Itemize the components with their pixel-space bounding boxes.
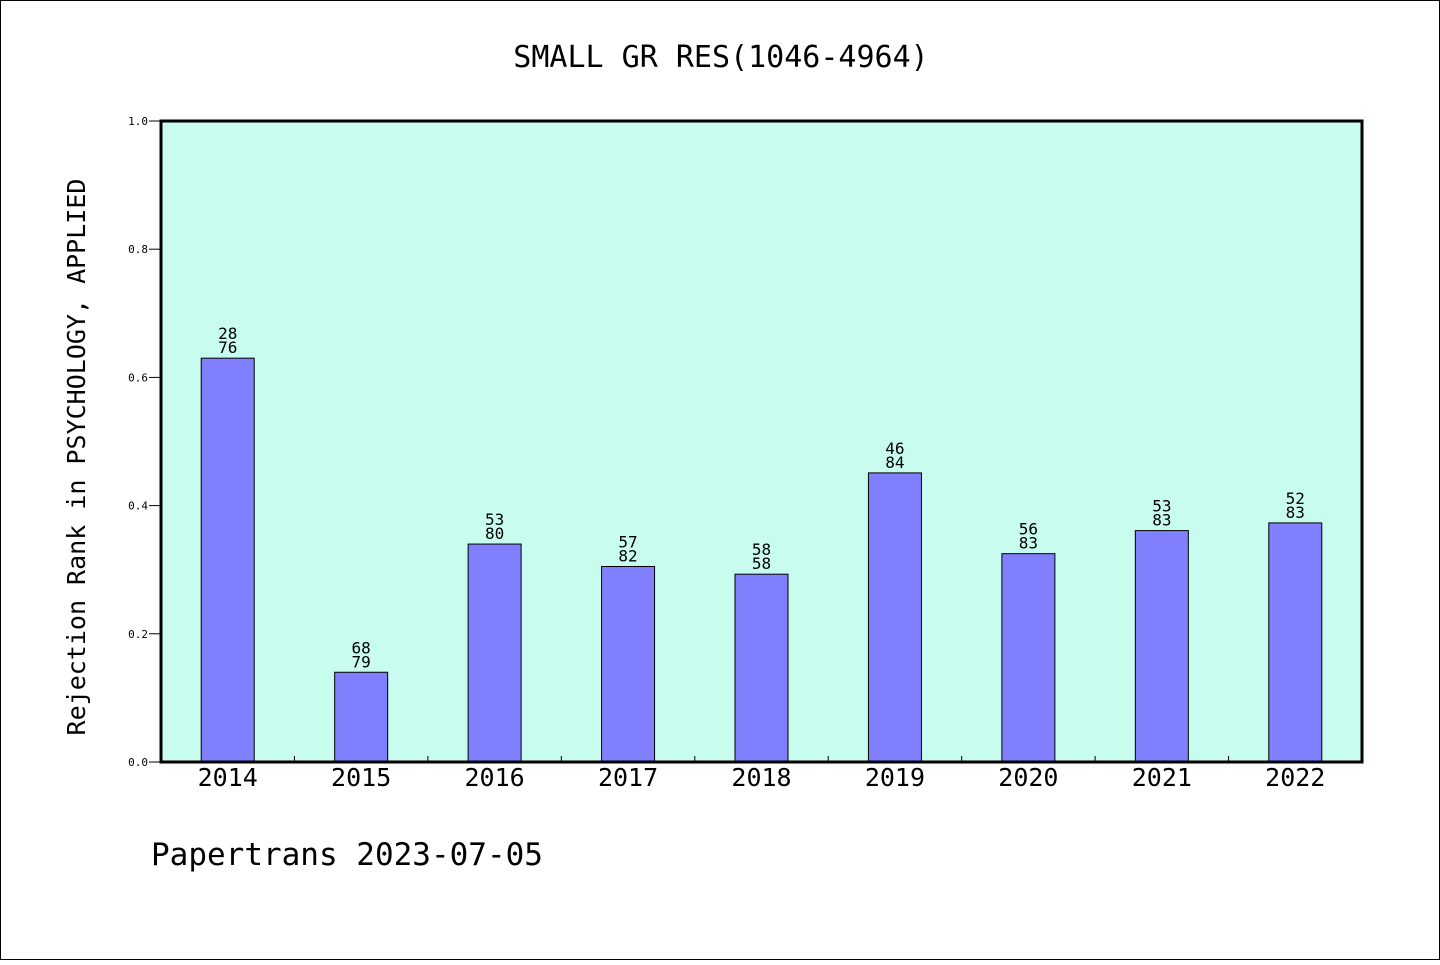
- bar-label-bottom: 84: [885, 453, 904, 472]
- x-tick-label: 2019: [865, 763, 925, 792]
- bar-label-top: 53: [485, 510, 504, 529]
- bar-label-bottom: 83: [1286, 503, 1305, 522]
- x-tick-label: 2014: [198, 763, 258, 792]
- bar: [467, 543, 522, 763]
- bar: [601, 565, 656, 763]
- bar: [334, 671, 389, 763]
- y-tick-label: 0.0: [128, 756, 148, 769]
- bar: [1268, 522, 1323, 763]
- bar-label-bottom: 79: [352, 652, 371, 671]
- bar-label-bottom: 76: [218, 338, 237, 357]
- bar-label-bottom: 82: [618, 546, 637, 565]
- bar-series: [200, 357, 1323, 763]
- bar: [867, 472, 922, 763]
- bar-label-bottom: 83: [1019, 534, 1038, 553]
- x-tick-label: 2017: [598, 763, 658, 792]
- bar-label-top: 58: [752, 540, 771, 559]
- bar: [734, 573, 789, 763]
- bar: [200, 357, 255, 763]
- bar: [1001, 553, 1056, 763]
- x-tick-label: 2020: [998, 763, 1058, 792]
- bar-label-bottom: 83: [1152, 511, 1171, 530]
- y-tick-label: 1.0: [128, 115, 148, 128]
- bar-label-bottom: 58: [752, 554, 771, 573]
- bar-label-top: 52: [1286, 489, 1305, 508]
- y-tick-label: 0.4: [128, 500, 148, 513]
- x-axis: 2014 2015 2016 2017 2018 2019 2020 2021 2022: [198, 756, 1325, 792]
- x-tick-label: 2018: [731, 763, 791, 792]
- x-tick-label: 2016: [465, 763, 525, 792]
- bar-label-top: 53: [1152, 497, 1171, 516]
- bar-label-top: 68: [352, 638, 371, 657]
- y-axis: 0.0 0.2 0.4 0.6 0.8 1.0: [128, 115, 161, 769]
- y-tick-label: 0.6: [128, 371, 148, 384]
- bar: [1134, 530, 1189, 763]
- x-tick-label: 2021: [1132, 763, 1192, 792]
- bar-label-top: 57: [618, 532, 637, 551]
- footer-text: Papertrans 2023-07-05: [151, 837, 543, 873]
- bar-label-top: 46: [885, 439, 904, 458]
- y-tick-label: 0.8: [128, 243, 148, 256]
- bar-label-top: 28: [218, 324, 237, 343]
- y-axis-label: Rejection Rank in PSYCHOLOGY, APPLIED: [62, 179, 91, 736]
- x-tick-label: 2015: [331, 763, 391, 792]
- plot-frame: [159, 119, 1364, 764]
- bar-label-bottom: 80: [485, 524, 504, 543]
- y-tick-label: 0.2: [128, 628, 148, 641]
- chart-title: SMALL GR RES(1046-4964): [513, 40, 928, 75]
- x-tick-label: 2022: [1265, 763, 1325, 792]
- bar-label-top: 56: [1019, 520, 1038, 539]
